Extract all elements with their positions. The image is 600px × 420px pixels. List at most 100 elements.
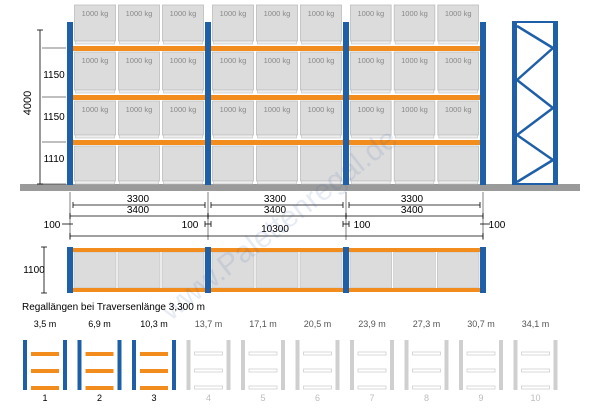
side-brace: [516, 79, 554, 109]
pallet-box: [256, 145, 298, 182]
upright: [67, 22, 73, 185]
level-label-3: 1110: [44, 154, 65, 165]
plan-pallet: [211, 251, 255, 289]
pallet-box: [256, 4, 298, 42]
load-label: 1000 kg: [401, 9, 428, 18]
load-label: 1000 kg: [82, 9, 109, 18]
level-label-1: 1150: [43, 70, 65, 81]
side-upright-left: [512, 22, 517, 184]
load-label: 1000 kg: [220, 9, 247, 18]
pallet-base: [351, 180, 391, 185]
length-icon-upright-right: [63, 340, 67, 390]
beam: [73, 46, 205, 51]
pallet-box: [350, 51, 392, 91]
length-value: 34,1 m: [522, 319, 550, 329]
pallet-box: [212, 100, 254, 136]
pallet-base: [75, 40, 115, 45]
pallet-box: [393, 100, 436, 136]
plan-upright: [480, 247, 486, 293]
length-value: 6,9 m: [88, 319, 111, 329]
beam-span-3: 3300: [401, 194, 424, 205]
pallet-box: [212, 145, 254, 182]
length-icon-upright-right: [390, 340, 394, 390]
length-number: 3: [151, 393, 156, 403]
pallet-base: [163, 40, 203, 45]
pallet-base: [301, 134, 341, 139]
beam: [211, 95, 343, 100]
length-number: 9: [478, 393, 483, 403]
pallet-box: [74, 145, 116, 182]
beam: [73, 95, 205, 100]
inner-offset-left: 100: [182, 220, 199, 231]
length-icon-beam: [357, 385, 387, 390]
length-icon-beam: [194, 368, 223, 373]
length-icon-beam: [466, 368, 496, 373]
inner-offset-right: 100: [354, 220, 371, 231]
plan-pallet: [73, 251, 117, 289]
pallet-box: [162, 100, 204, 136]
length-icon-beam: [140, 369, 168, 373]
length-icon-upright-right: [553, 340, 558, 390]
plan-pallet: [393, 251, 436, 289]
pallet-base: [257, 134, 297, 139]
pallet-base: [213, 180, 253, 185]
length-icon-upright-left: [23, 340, 27, 390]
pallet-base: [163, 180, 203, 185]
length-number: 6: [315, 393, 320, 403]
uprights: [67, 22, 486, 185]
pallet-base: [257, 180, 297, 185]
pallet-base: [213, 40, 253, 45]
beam: [211, 46, 343, 51]
length-icon-beam: [31, 386, 59, 390]
length-icon-beam: [303, 385, 332, 390]
load-label: 1000 kg: [126, 56, 153, 65]
load-label: 1000 kg: [170, 105, 197, 114]
length-number: 7: [369, 393, 374, 403]
load-label: 1000 kg: [445, 56, 472, 65]
pallet-box: [437, 145, 479, 182]
load-label: 1000 kg: [264, 56, 291, 65]
length-value: 27,3 m: [413, 319, 441, 329]
level-label-2: 1150: [43, 112, 65, 123]
load-label: 1000 kg: [82, 105, 109, 114]
pallet-base: [213, 134, 253, 139]
pallet-box: [437, 100, 479, 136]
beams: [73, 46, 480, 145]
pallet-base: [75, 89, 115, 94]
length-icon-beam: [521, 368, 550, 373]
length-options: 3,5 m 1 6,9 m 2 10,3 m 3 13,7 m 4 17,1 m 5 20,5 m 6…: [23, 319, 558, 403]
plan-upright: [343, 247, 349, 293]
pallet-box: [300, 100, 342, 136]
length-icon-upright-right: [444, 340, 449, 390]
length-icon-upright-left: [77, 340, 82, 390]
plan-upright: [205, 247, 211, 293]
floor-slab: [20, 184, 580, 191]
load-label: 1000 kg: [357, 56, 384, 65]
load-label: 1000 kg: [126, 9, 153, 18]
length-icon-upright-left: [186, 340, 191, 390]
plan-beam-back: [73, 288, 205, 292]
length-icon-beam: [466, 385, 496, 390]
pallet-box: [118, 145, 160, 182]
length-value: 3,5 m: [34, 319, 57, 329]
upright: [480, 22, 486, 185]
pallet-base: [213, 89, 253, 94]
pallet-base: [119, 40, 159, 45]
plan-beam-front: [211, 248, 343, 252]
pallet-base: [438, 89, 478, 94]
length-value: 30,7 m: [467, 319, 495, 329]
bay-span-3: 3400: [401, 205, 424, 216]
length-icon-upright-left: [513, 340, 518, 390]
beam-span-2: 3300: [264, 194, 287, 205]
load-label: 1000 kg: [264, 105, 291, 114]
pallet-box: [350, 100, 392, 136]
length-value: 13,7 m: [195, 319, 223, 329]
length-number: 8: [424, 393, 429, 403]
pallet-base: [394, 89, 435, 94]
side-frame: [512, 21, 558, 185]
beam: [349, 46, 480, 51]
pallet-box: [393, 51, 436, 91]
upright: [205, 22, 211, 185]
pallet-box: [437, 51, 479, 91]
pallet-base: [438, 134, 478, 139]
